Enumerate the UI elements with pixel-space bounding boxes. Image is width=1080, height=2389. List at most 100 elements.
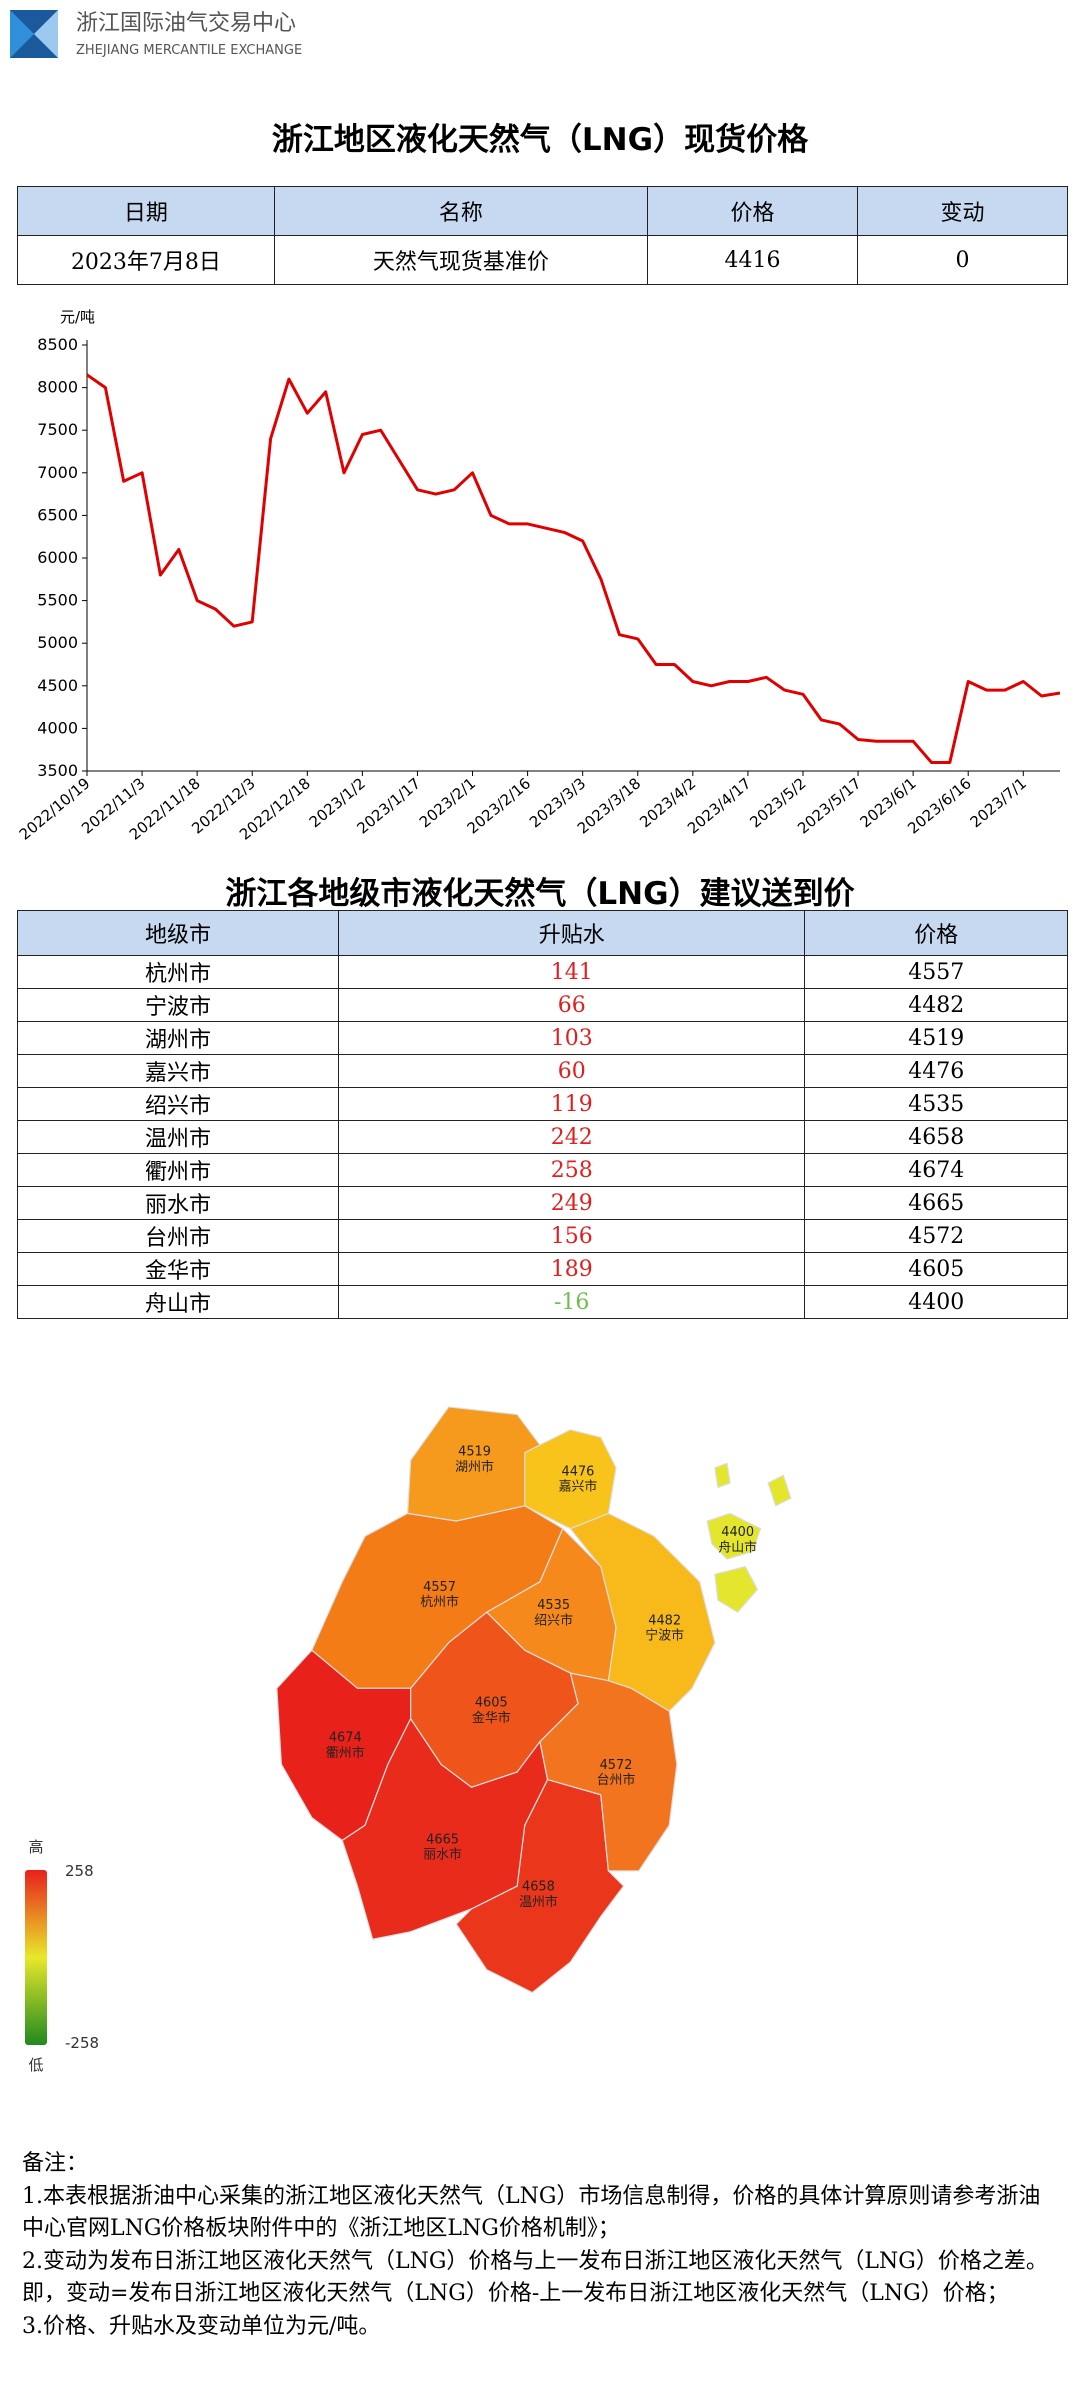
region <box>410 1611 579 1788</box>
region <box>569 1512 716 1712</box>
header-row: 地级市 升贴水 价格 <box>17 910 1068 956</box>
y-tick-label: 5000 <box>37 633 78 652</box>
cell: 4658 <box>804 1120 1068 1154</box>
row: 宁波市 66 4482 <box>17 988 1068 1022</box>
cell: 嘉兴市 <box>17 1054 339 1088</box>
cell: 4665 <box>804 1186 1068 1220</box>
cell: 258 <box>337 1153 806 1187</box>
region-value: 4658 <box>522 1880 555 1895</box>
region-value: 4519 <box>458 1445 491 1460</box>
cell: 丽水市 <box>17 1186 339 1220</box>
y-tick-label: 8500 <box>37 335 78 354</box>
city-table: 地级市 升贴水 价格 杭州市 141 4557 宁波市 66 4482 湖州市 103 4519 嘉兴市… <box>17 910 1068 1319</box>
row: 丽水市 249 4665 <box>17 1186 1068 1220</box>
notes-heading: 备注： <box>22 2151 89 2176</box>
cell: 66 <box>337 988 806 1022</box>
cell: 宁波市 <box>17 988 339 1022</box>
note: 2.变动为发布日浙江地区液化天然气（LNG）价格与上一发布日浙江地区液化天然气（… <box>22 2248 1048 2307</box>
region-value: 4482 <box>648 1613 681 1628</box>
row: 温州市 242 4658 <box>17 1120 1068 1154</box>
cell: 4605 <box>804 1252 1068 1286</box>
region-value: 4400 <box>721 1525 754 1540</box>
region <box>524 1429 617 1530</box>
title2: 浙江各地级市液化天然气（LNG）建议送到价 <box>225 876 855 912</box>
cell: 金华市 <box>17 1252 339 1286</box>
region <box>539 1672 678 1872</box>
column-header: 价格 <box>646 186 859 236</box>
region-label: 丽水市 <box>423 1847 462 1863</box>
region-value: 4674 <box>329 1731 362 1746</box>
x-tick-label: 2022/10/19 <box>16 774 94 843</box>
column-header: 变动 <box>857 186 1068 236</box>
y-tick-label: 7000 <box>37 463 78 482</box>
column-header: 名称 <box>273 186 648 236</box>
cell: 台州市 <box>17 1219 339 1253</box>
region-label: 杭州市 <box>420 1594 459 1610</box>
chart: 元/吨 3500 4000 4500 5000 5500 6000 6500 7000 7500 8… <box>16 308 1061 844</box>
cell: 舟山市 <box>17 1285 339 1319</box>
row: 嘉兴市 60 4476 <box>17 1054 1068 1088</box>
row: 杭州市 141 4557 <box>17 955 1068 989</box>
cell: 189 <box>337 1252 806 1286</box>
price-table: 日期 名称 价格 变动 2023年7月8日 天然气现货基准价 4416 0 <box>17 186 1068 285</box>
region <box>341 1717 549 1940</box>
cell: 绍兴市 <box>17 1087 339 1121</box>
cell: 119 <box>337 1087 806 1121</box>
region-value: 4557 <box>423 1580 456 1595</box>
region-value: 4535 <box>537 1598 570 1613</box>
y-tick-label: 7500 <box>37 420 78 439</box>
logo-icon <box>10 10 34 58</box>
cell: 0 <box>857 235 1068 285</box>
row: 湖州市 103 4519 <box>17 1021 1068 1055</box>
logo: 浙江国际油气交易中心 ZHEJIANG MERCANTILE EXCHANGE <box>10 10 302 58</box>
cell: 杭州市 <box>17 955 339 989</box>
row: 舟山市 -16 4400 <box>17 1285 1068 1319</box>
cell: 4416 <box>646 235 859 285</box>
cell: 4535 <box>804 1087 1068 1121</box>
region-value: 4605 <box>475 1696 508 1711</box>
column-header: 日期 <box>17 186 275 236</box>
cell: 4482 <box>804 988 1068 1022</box>
y-tick-label: 6000 <box>37 548 78 567</box>
legend-min: -258 <box>65 2034 99 2052</box>
cell: 141 <box>337 955 806 989</box>
legend-high: 高 <box>28 1838 43 1856</box>
header-row: 日期 名称 价格 变动 <box>17 186 1068 236</box>
region-label: 舟山市 <box>718 1539 757 1555</box>
row: 台州市 156 4572 <box>17 1219 1068 1253</box>
region <box>276 1649 412 1842</box>
y-tick-label: 4000 <box>37 718 78 737</box>
cell: 156 <box>337 1219 806 1253</box>
region-label: 湖州市 <box>455 1459 494 1475</box>
cell: 4519 <box>804 1021 1068 1055</box>
region-label: 衢州市 <box>326 1745 365 1761</box>
cell: 4674 <box>804 1153 1068 1187</box>
y-tick-label: 4500 <box>37 676 78 695</box>
cell: 249 <box>337 1186 806 1220</box>
legend-low: 低 <box>28 2056 43 2074</box>
region-value: 4476 <box>562 1464 595 1479</box>
cell: 衢州市 <box>17 1153 339 1187</box>
row: 金华市 189 4605 <box>17 1252 1068 1286</box>
y-tick-label: 8000 <box>37 378 78 397</box>
org-name-en: ZHEJIANG MERCANTILE EXCHANGE <box>76 43 302 58</box>
note: 3.价格、升贴水及变动单位为元/吨。 <box>22 2313 381 2339</box>
region <box>311 1505 564 1689</box>
row: 2023年7月8日 天然气现货基准价 4416 0 <box>17 235 1068 285</box>
region-value: 4665 <box>426 1832 459 1847</box>
column-header: 价格 <box>804 910 1068 956</box>
note: 1.本表根据浙油中心采集的浙江地区液化天然气（LNG）市场信息制得，价格的具体计… <box>22 2183 1041 2242</box>
region-label: 嘉兴市 <box>559 1479 598 1495</box>
row: 绍兴市 119 4535 <box>17 1087 1068 1121</box>
region <box>706 1462 792 1614</box>
cell: 4557 <box>804 955 1068 989</box>
cell: -16 <box>337 1285 806 1319</box>
cell: 天然气现货基准价 <box>273 235 648 285</box>
cell: 湖州市 <box>17 1021 339 1055</box>
cell: 60 <box>337 1054 806 1088</box>
cell: 4476 <box>804 1054 1068 1088</box>
y-axis-label: 元/吨 <box>60 308 95 326</box>
x-tick-label: 2023/7/1 <box>967 774 1030 831</box>
region <box>406 1406 541 1522</box>
